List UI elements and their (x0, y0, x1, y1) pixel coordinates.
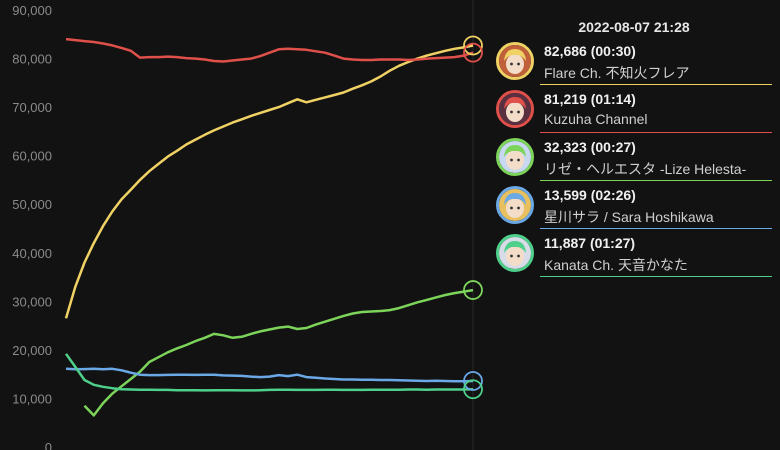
lize-avatar-icon (496, 138, 534, 176)
series-line-3 (65, 367, 474, 383)
tooltip-entry-sara[interactable]: 13,599 (02:26) 星川サラ / Sara Hoshikawa (496, 184, 772, 229)
y-tick-label: 40,000 (12, 246, 52, 261)
y-tick-label: 10,000 (12, 391, 52, 406)
entry-value: 11,887 (01:27) (544, 235, 636, 251)
entry-channel-name: Flare Ch. 不知火フレア (544, 65, 690, 81)
y-tick-label: 30,000 (12, 294, 52, 309)
y-tick-label: 0 (45, 440, 52, 450)
entry-channel-name: リゼ・ヘルエスタ -Lize Helesta- (544, 161, 747, 177)
series-line-4 (64, 353, 474, 392)
tooltip-entry-lize[interactable]: 32,323 (00:27) リゼ・ヘルエスタ -Lize Helesta- (496, 136, 772, 181)
entry-value: 13,599 (02:26) (544, 187, 636, 203)
series-line-0 (64, 44, 474, 319)
kanata-avatar-icon (496, 234, 534, 272)
y-axis: 0 10,000 20,000 30,000 40,000 50,000 60,000 70,… (12, 3, 52, 450)
entry-underline (540, 228, 772, 229)
entry-channel-name: 星川サラ / Sara Hoshikawa (544, 209, 714, 225)
tooltip-entry-flare[interactable]: 82,686 (00:30) Flare Ch. 不知火フレア (496, 40, 772, 85)
hover-marker-3 (463, 371, 483, 391)
kuzuha-avatar-icon (496, 90, 534, 128)
y-tick-label: 20,000 (12, 343, 52, 358)
entry-underline (540, 84, 772, 85)
series-layer (64, 37, 474, 417)
tooltip-entry-kanata[interactable]: 11,887 (01:27) Kanata Ch. 天音かなた (496, 232, 772, 277)
y-tick-label: 70,000 (12, 100, 52, 115)
hover-marker-1 (463, 42, 483, 63)
hover-markers (463, 35, 483, 400)
y-tick-label: 60,000 (12, 149, 52, 164)
entry-underline (540, 132, 772, 133)
entry-channel-name: Kuzuha Channel (544, 111, 648, 127)
hover-marker-2 (463, 280, 483, 300)
entry-channel-name: Kanata Ch. 天音かなた (544, 257, 688, 273)
hover-marker-0 (463, 35, 483, 56)
flare-avatar-icon (496, 42, 534, 80)
entry-underline (540, 276, 772, 277)
y-tick-label: 90,000 (12, 3, 52, 18)
tooltip-entry-kuzuha[interactable]: 81,219 (01:14) Kuzuha Channel (496, 88, 772, 133)
series-line-1 (65, 37, 474, 63)
entry-value: 32,323 (00:27) (544, 139, 636, 155)
entry-value: 82,686 (00:30) (544, 43, 636, 59)
y-tick-label: 80,000 (12, 52, 52, 67)
hover-tooltip: 2022-08-07 21:28 82,686 (00:30) Flare Ch… (496, 14, 772, 280)
sara-avatar-icon (496, 186, 534, 224)
y-tick-label: 50,000 (12, 197, 52, 212)
hover-marker-4 (463, 379, 483, 400)
entry-value: 81,219 (01:14) (544, 91, 636, 107)
tooltip-timestamp: 2022-08-07 21:28 (578, 19, 690, 35)
series-line-2 (83, 288, 474, 417)
entry-underline (540, 180, 772, 181)
